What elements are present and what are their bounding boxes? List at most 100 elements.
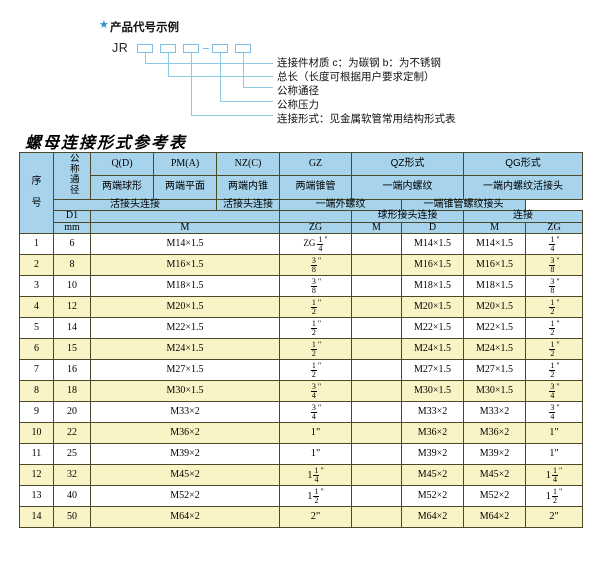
cell-qg-m: M45×2 — [463, 464, 527, 486]
table-row[interactable]: 6 15 M24×1.5 1 2 " M24×1.5 M24×1.5 1 2 " — [19, 338, 584, 360]
legend-desc-length: 总长（长度可根据用户要求定制） — [277, 71, 435, 83]
table-row[interactable]: 4 12 M20×1.5 1 2 " M20×1.5 M20×1.5 1 2 " — [19, 296, 584, 318]
cell-qg-zg: 3 8 " — [525, 275, 584, 297]
cell-thread-m: M18×1.5 — [90, 275, 280, 297]
table-row[interactable]: 11 25 M39×2 1" M39×2 M39×2 1" — [19, 443, 584, 465]
cell-nominal-diameter: 25 — [53, 443, 91, 465]
table-row[interactable]: 5 14 M22×1.5 1 2 " M22×1.5 M22×1.5 1 2 " — [19, 317, 584, 339]
table-row[interactable]: 8 18 M30×1.5 3 4 " M30×1.5 M30×1.5 3 4 " — [19, 380, 584, 402]
cell-gz-zg: 3 8 " — [279, 275, 352, 297]
cell-qg-zg: 1" — [525, 443, 584, 465]
cell-seq: 5 — [19, 317, 54, 339]
cell-qz-d: M14×1.5 — [400, 233, 465, 255]
cell-nominal-diameter: 14 — [53, 317, 91, 339]
code-box-2 — [160, 44, 176, 53]
cell-seq: 11 — [19, 443, 54, 465]
leader-line-material-h — [243, 87, 273, 88]
cell-qz-d: M20×1.5 — [400, 296, 465, 318]
cell-gz-zg: 1 2 " — [279, 296, 352, 318]
cell-qg-m: M22×1.5 — [463, 317, 527, 339]
cell-nominal-diameter: 20 — [53, 401, 91, 423]
legend-desc-diameter: 公称通径 — [277, 85, 319, 97]
header-unit-m-left: M — [90, 221, 280, 234]
cell-qg-m: M36×2 — [463, 422, 527, 444]
header-desc-qz-1: 一端内螺纹 — [350, 175, 465, 200]
header-seq: 序 号 — [19, 152, 54, 234]
cell-seq: 10 — [19, 422, 54, 444]
cell-thread-m: M36×2 — [90, 422, 280, 444]
header-nominal-diameter: 公称通径 — [53, 152, 91, 200]
cell-thread-m: M20×1.5 — [90, 296, 280, 318]
cell-qg-m: M27×1.5 — [463, 359, 527, 381]
header-seq-line2: 号 — [31, 198, 42, 209]
cell-qz-m — [351, 275, 402, 297]
header-unit-zg-qg: ZG — [525, 221, 584, 234]
cell-gz-zg: 1 1 4 " — [279, 464, 352, 486]
cell-gz-zg: 1" — [279, 422, 352, 444]
cell-seq: 9 — [19, 401, 54, 423]
cell-qg-m: M16×1.5 — [463, 254, 527, 276]
table-row[interactable]: 13 40 M52×2 1 1 2 " M52×2 M52×2 1 1 2 " — [19, 485, 584, 507]
cell-qg-m: M52×2 — [463, 485, 527, 507]
table-row[interactable]: 9 20 M33×2 3 4 " M33×2 M33×2 3 4 " — [19, 401, 584, 423]
code-box-4 — [212, 44, 228, 53]
table-row[interactable]: 12 32 M45×2 1 1 4 " M45×2 M45×2 1 1 4 " — [19, 464, 584, 486]
header-code-gz: GZ — [279, 151, 352, 177]
header-desc-qz-2: 球形接头连接 — [350, 210, 465, 223]
cell-qg-zg: 1 2 " — [525, 359, 584, 381]
legend-title: 产品代号示例 — [110, 22, 179, 34]
cell-nominal-diameter: 32 — [53, 464, 91, 486]
header-desc-qg-1: 一端内螺纹活接头 — [463, 175, 584, 200]
cell-qz-d: M24×1.5 — [400, 338, 465, 360]
table-row[interactable]: 10 22 M36×2 1" M36×2 M36×2 1" — [19, 422, 584, 444]
cell-qz-m — [351, 422, 402, 444]
cell-gz-zg: 3 8 " — [279, 254, 352, 276]
cell-thread-m: M45×2 — [90, 464, 280, 486]
header-code-qz: QZ形式 — [350, 151, 465, 177]
cell-qz-m — [351, 443, 402, 465]
cell-qg-zg: 3 8 " — [525, 254, 584, 276]
code-box-1 — [137, 44, 153, 53]
leader-line-length-v — [220, 53, 221, 101]
cell-gz-zg: 1 1 2 " — [279, 485, 352, 507]
code-prefix-jr: JR — [112, 41, 129, 55]
table-row[interactable]: 14 50 M64×2 2" M64×2 M64×2 2" — [19, 506, 584, 528]
cell-qg-zg: 1" — [525, 422, 584, 444]
header-union-qz: 一端外螺纹 — [279, 198, 402, 211]
cell-nominal-diameter: 12 — [53, 296, 91, 318]
cell-gz-zg: 1 2 " — [279, 338, 352, 360]
header-row-desc2: D1 球形接头连接 连接 — [20, 210, 584, 223]
star-icon: ★ — [99, 19, 109, 31]
cell-thread-m: M14×1.5 — [90, 233, 280, 255]
cell-seq: 14 — [19, 506, 54, 528]
cell-qg-m: M64×2 — [463, 506, 527, 528]
table-row[interactable]: 3 10 M18×1.5 3 8 " M18×1.5 M18×1.5 3 8 " — [19, 275, 584, 297]
leader-line-diameter-v — [191, 53, 192, 115]
table-row[interactable]: 7 16 M27×1.5 1 2 " M27×1.5 M27×1.5 1 2 " — [19, 359, 584, 381]
header-dn-d1: D1 — [53, 210, 91, 223]
header-row-desc1: 两端球形 两端平面 两端内锥 两端锥管 一端内螺纹 一端内螺纹活接头 — [20, 175, 584, 200]
cell-qz-d: M64×2 — [400, 506, 465, 528]
cell-seq: 6 — [19, 338, 54, 360]
cell-thread-m: M22×1.5 — [90, 317, 280, 339]
cell-nominal-diameter: 15 — [53, 338, 91, 360]
cell-gz-zg: 3 4 " — [279, 401, 352, 423]
table-row[interactable]: 1 6 M14×1.5 ZG 1 4 " M14×1.5 M14×1.5 1 4 " — [19, 233, 584, 255]
cell-qz-d: M22×1.5 — [400, 317, 465, 339]
cell-qg-zg: 1 1 2 " — [525, 485, 584, 507]
spec-table-container: 序 号 公称通径 Q(D) PM(A) NZ(C) GZ QZ形式 QG形式 两… — [19, 151, 584, 528]
table-row[interactable]: 2 8 M16×1.5 3 8 " M16×1.5 M16×1.5 3 8 " — [19, 254, 584, 276]
cell-nominal-diameter: 8 — [53, 254, 91, 276]
cell-qg-m: M18×1.5 — [463, 275, 527, 297]
cell-thread-m: M30×1.5 — [90, 380, 280, 402]
table-title: 螺母连接形式参考表 — [25, 135, 188, 152]
leader-line-length-h — [220, 101, 273, 102]
cell-qz-m — [351, 338, 402, 360]
cell-seq: 1 — [19, 233, 54, 255]
cell-seq: 13 — [19, 485, 54, 507]
cell-qz-m — [351, 464, 402, 486]
cell-qg-zg: 1 2 " — [525, 338, 584, 360]
nut-connection-spec-table: 序 号 公称通径 Q(D) PM(A) NZ(C) GZ QZ形式 QG形式 两… — [19, 151, 584, 528]
cell-qg-zg: 1 2 " — [525, 317, 584, 339]
cell-gz-zg: 1 2 " — [279, 317, 352, 339]
